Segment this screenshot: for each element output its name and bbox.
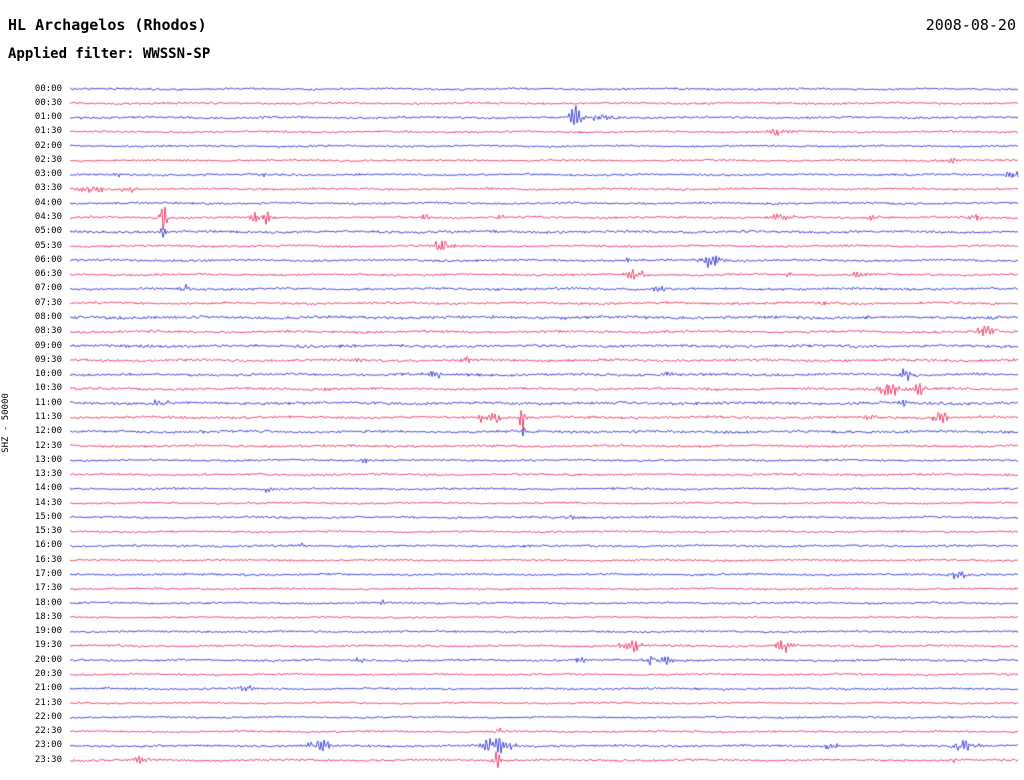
time-label: 13:00	[34, 454, 62, 465]
time-label: 15:30	[34, 526, 62, 537]
time-label: 16:00	[34, 540, 62, 551]
time-label: 07:30	[34, 297, 62, 308]
time-label: 19:00	[34, 626, 62, 637]
time-label: 09:30	[34, 354, 62, 365]
time-label: 04:30	[34, 212, 62, 223]
time-label: 20:30	[34, 668, 62, 679]
time-label: 10:00	[34, 369, 62, 380]
time-label: 05:00	[34, 226, 62, 237]
time-label: 06:00	[34, 254, 62, 265]
time-label: 16:30	[34, 554, 62, 565]
time-label: 23:30	[34, 754, 62, 765]
time-label: 23:00	[34, 740, 62, 751]
time-label: 17:30	[34, 583, 62, 594]
time-label: 06:30	[34, 269, 62, 280]
time-label: 02:30	[34, 154, 62, 165]
time-label: 18:00	[34, 597, 62, 608]
time-label: 12:30	[34, 440, 62, 451]
time-label: 10:30	[34, 383, 62, 394]
time-label: 12:00	[34, 426, 62, 437]
time-label: 14:00	[34, 483, 62, 494]
time-label: 01:30	[34, 126, 62, 137]
time-label: 07:00	[34, 283, 62, 294]
time-label: 01:00	[34, 112, 62, 123]
time-label: 03:30	[34, 183, 62, 194]
time-label: 22:00	[34, 711, 62, 722]
time-label: 21:30	[34, 697, 62, 708]
time-label: 09:00	[34, 340, 62, 351]
time-axis-labels: 00:00 00:30 01:00 01:30 02:00 02:30 03:00 03:30…	[0, 0, 64, 780]
time-label: 04:00	[34, 197, 62, 208]
time-label: 08:30	[34, 326, 62, 337]
time-label: 00:30	[34, 97, 62, 108]
time-label: 05:30	[34, 240, 62, 251]
time-label: 08:00	[34, 311, 62, 322]
time-label: 20:00	[34, 654, 62, 665]
time-label: 22:30	[34, 726, 62, 737]
time-label: 21:00	[34, 683, 62, 694]
time-label: 17:00	[34, 569, 62, 580]
time-label: 11:30	[34, 411, 62, 422]
time-label: 00:00	[34, 83, 62, 94]
time-label: 15:00	[34, 511, 62, 522]
time-label: 11:00	[34, 397, 62, 408]
time-label: 02:00	[34, 140, 62, 151]
time-label: 14:30	[34, 497, 62, 508]
time-label: 13:30	[34, 469, 62, 480]
time-label: 03:00	[34, 169, 62, 180]
time-label: 19:30	[34, 640, 62, 651]
time-label: 18:30	[34, 611, 62, 622]
